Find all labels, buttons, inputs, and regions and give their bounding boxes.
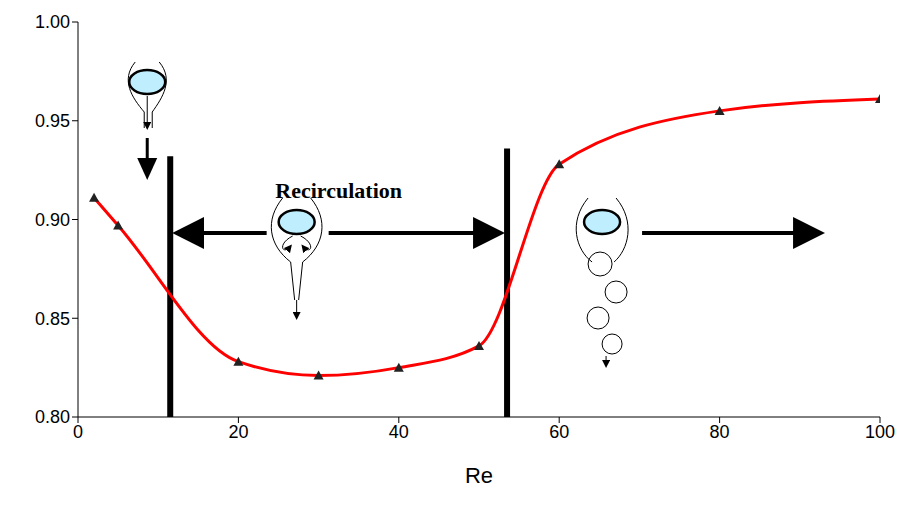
svg-text:1.00: 1.00 [35, 12, 70, 32]
svg-text:80: 80 [710, 422, 730, 442]
svg-text:60: 60 [549, 422, 569, 442]
svg-text:Re: Re [465, 463, 493, 488]
svg-text:0.95: 0.95 [35, 111, 70, 131]
svg-text:0.90: 0.90 [35, 210, 70, 230]
svg-text:0: 0 [73, 422, 83, 442]
svg-text:20: 20 [228, 422, 248, 442]
svg-text:0.85: 0.85 [35, 309, 70, 329]
svg-text:0.80: 0.80 [35, 407, 70, 427]
svg-text:Recirculation: Recirculation [275, 178, 402, 203]
svg-text:40: 40 [389, 422, 409, 442]
svg-text:100: 100 [865, 422, 895, 442]
